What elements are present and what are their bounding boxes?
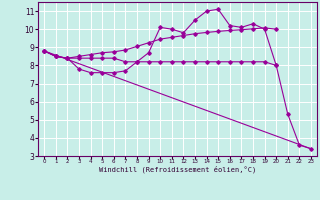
X-axis label: Windchill (Refroidissement éolien,°C): Windchill (Refroidissement éolien,°C) <box>99 166 256 173</box>
